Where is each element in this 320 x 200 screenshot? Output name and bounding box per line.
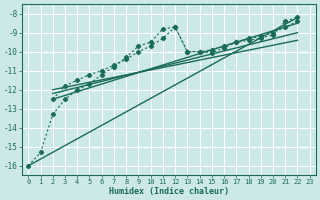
X-axis label: Humidex (Indice chaleur): Humidex (Indice chaleur): [109, 187, 229, 196]
